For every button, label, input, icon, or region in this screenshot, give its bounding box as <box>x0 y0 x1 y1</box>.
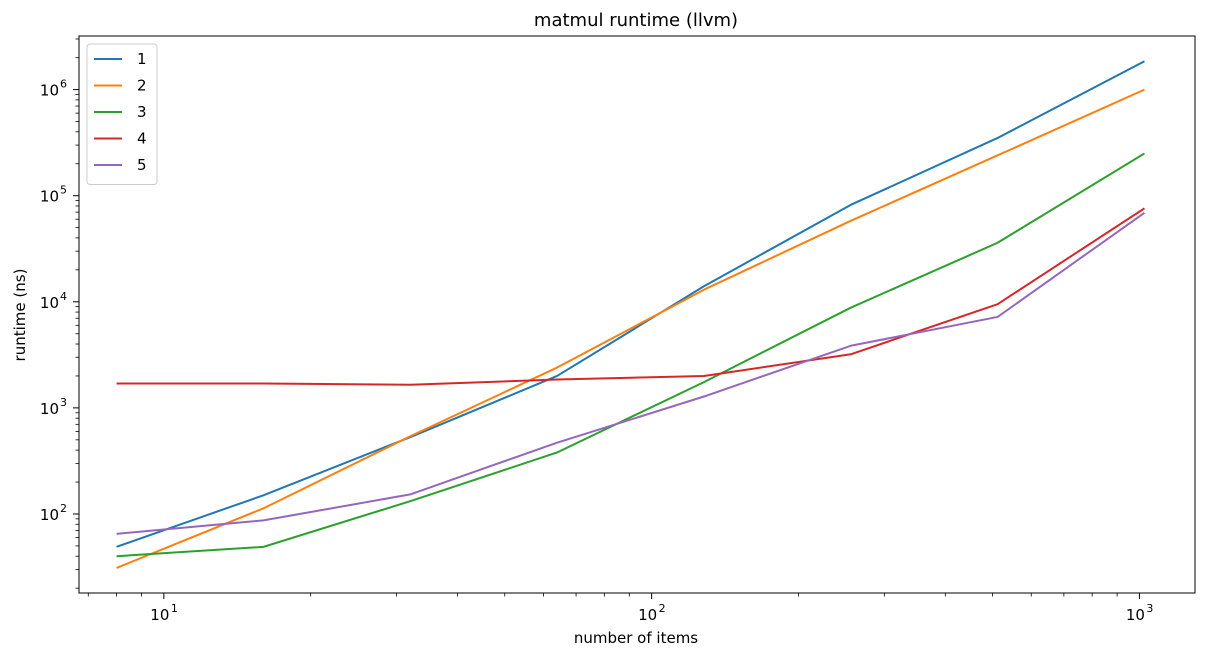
y-tick-label: 10 <box>40 400 59 418</box>
y-tick-label: 10 <box>40 82 59 100</box>
x-tick-exponent: 3 <box>1146 602 1153 615</box>
x-tick-label: 10 <box>638 606 657 624</box>
x-tick-exponent: 2 <box>659 602 666 615</box>
y-tick-exponent: 3 <box>60 396 67 409</box>
series-line-4 <box>116 207 1145 386</box>
x-axis-label: number of items <box>574 629 698 647</box>
series-line-3 <box>116 152 1145 558</box>
y-tick-exponent: 2 <box>60 502 67 515</box>
legend-label-4: 4 <box>137 130 147 148</box>
legend-label-3: 3 <box>137 103 147 121</box>
series-lines <box>116 60 1146 569</box>
x-tick-exponent: 1 <box>171 602 178 615</box>
minor-ticks <box>75 38 1118 597</box>
series-line-5 <box>116 211 1146 535</box>
legend-box <box>86 43 158 185</box>
y-tick-exponent: 6 <box>60 78 67 91</box>
legend-label-2: 2 <box>137 77 147 95</box>
legend: 1 2 3 4 5 <box>86 43 158 185</box>
legend-label-5: 5 <box>137 156 147 174</box>
y-tick-label: 10 <box>40 506 59 524</box>
y-tick-label: 10 <box>40 188 59 206</box>
plot-area <box>79 36 1195 593</box>
y-tick-exponent: 4 <box>60 290 67 303</box>
legend-label-1: 1 <box>137 50 147 68</box>
series-line-2 <box>116 88 1145 569</box>
series-line-1 <box>116 60 1145 548</box>
major-ticks: 10 1 10 2 10 310 210 310 410 510 6 <box>40 78 1154 624</box>
y-axis-label: runtime (ns) <box>11 269 29 362</box>
plot-frame <box>78 35 1196 594</box>
chart-title: matmul runtime (llvm) <box>534 10 738 31</box>
x-tick-label: 10 <box>1126 606 1145 624</box>
y-tick-exponent: 5 <box>60 184 67 197</box>
y-tick-label: 10 <box>40 294 59 312</box>
x-tick-label: 10 <box>150 606 169 624</box>
